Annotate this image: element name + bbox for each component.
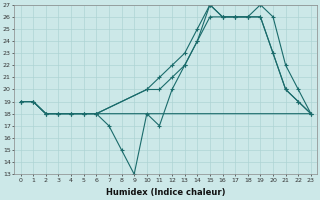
X-axis label: Humidex (Indice chaleur): Humidex (Indice chaleur)	[106, 188, 226, 197]
